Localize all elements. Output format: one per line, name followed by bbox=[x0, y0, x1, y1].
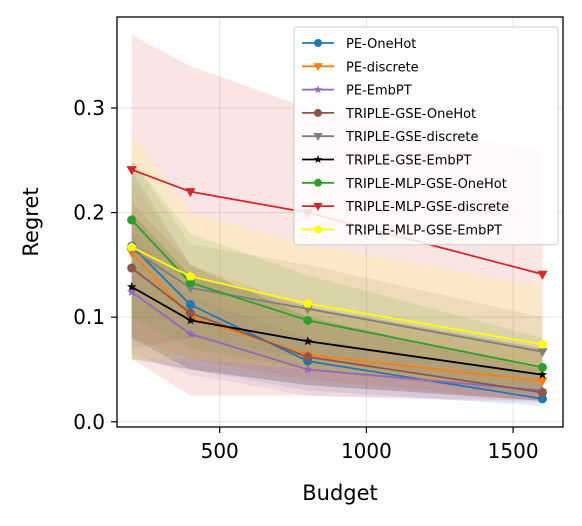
data-point bbox=[127, 215, 137, 225]
legend-item: TRIPLE-MLP-GSE-EmbPT bbox=[302, 223, 502, 238]
data-point bbox=[126, 281, 137, 291]
data-point bbox=[127, 263, 137, 273]
legend-marker bbox=[313, 202, 323, 211]
data-point bbox=[303, 364, 313, 374]
x-tick-label: 1500 bbox=[488, 439, 539, 463]
x-axis-label: Budget bbox=[302, 481, 378, 505]
y-tick-label: 0.1 bbox=[73, 305, 105, 329]
legend-marker bbox=[313, 63, 323, 72]
series-line bbox=[131, 286, 543, 376]
series-group bbox=[126, 242, 548, 349]
series-line bbox=[131, 246, 543, 346]
series-group bbox=[127, 263, 547, 397]
legend-label: PE-discrete bbox=[346, 60, 419, 75]
data-point bbox=[537, 339, 548, 349]
legend-box bbox=[293, 26, 559, 246]
data-point bbox=[185, 278, 195, 288]
y-tick-label: 0.0 bbox=[73, 410, 105, 434]
confidence-band bbox=[131, 160, 543, 396]
legend-item: PE-OneHot bbox=[302, 37, 416, 52]
data-point bbox=[537, 270, 548, 280]
data-point bbox=[303, 315, 313, 325]
x-tick-label: 1000 bbox=[341, 439, 392, 463]
data-point bbox=[185, 328, 196, 338]
axis-ticks: 500 1000 1500 0.0 0.1 0.2 0.3 bbox=[73, 96, 538, 463]
data-point bbox=[185, 315, 196, 325]
series-line bbox=[131, 219, 543, 369]
data-point bbox=[537, 348, 548, 358]
data-point bbox=[537, 362, 547, 372]
legend-label: TRIPLE-GSE-OneHot bbox=[345, 107, 476, 122]
legend-item: PE-EmbPT bbox=[302, 84, 412, 99]
data-point bbox=[185, 271, 196, 281]
data-point bbox=[537, 377, 548, 387]
legend-item: TRIPLE-MLP-GSE-OneHot bbox=[302, 177, 507, 192]
data-point bbox=[185, 284, 196, 294]
x-tick-label: 500 bbox=[201, 439, 239, 463]
legend-item: TRIPLE-GSE-OneHot bbox=[302, 107, 476, 122]
data-point bbox=[126, 166, 137, 176]
legend-marker bbox=[313, 155, 323, 164]
legend-label: TRIPLE-MLP-GSE-OneHot bbox=[345, 177, 507, 192]
series-group bbox=[126, 281, 548, 379]
legend-label: PE-EmbPT bbox=[346, 84, 412, 99]
legend-item: TRIPLE-MLP-GSE-discrete bbox=[302, 200, 509, 215]
data-point bbox=[537, 387, 547, 397]
legend-label: TRIPLE-MLP-GSE-EmbPT bbox=[345, 223, 502, 238]
confidence-band bbox=[131, 212, 543, 401]
legend-item: TRIPLE-GSE-discrete bbox=[302, 130, 478, 145]
data-point bbox=[185, 188, 196, 198]
legend-label: TRIPLE-GSE-EmbPT bbox=[345, 154, 471, 169]
data-point bbox=[537, 369, 548, 379]
series-line bbox=[131, 251, 543, 382]
data-point bbox=[126, 242, 137, 252]
y-tick-label: 0.3 bbox=[73, 96, 105, 120]
legend-item: PE-discrete bbox=[302, 60, 419, 75]
legend-label: TRIPLE-GSE-discrete bbox=[345, 130, 478, 145]
series-group bbox=[127, 215, 547, 372]
series-line bbox=[131, 267, 543, 394]
series-line bbox=[131, 291, 543, 392]
data-point bbox=[303, 298, 313, 308]
legend-marker bbox=[313, 133, 323, 141]
legend-marker bbox=[314, 108, 322, 117]
legend-label: TRIPLE-MLP-GSE-discrete bbox=[345, 200, 509, 215]
y-tick-label: 0.2 bbox=[73, 201, 105, 225]
y-axis-label: Regret bbox=[19, 187, 43, 256]
data-point bbox=[185, 308, 195, 318]
legend-marker bbox=[314, 178, 322, 187]
data-point bbox=[126, 287, 137, 297]
legend: PE-OneHot PE-discrete PE-EmbPT TRIPLE-GSE-O… bbox=[293, 26, 559, 246]
legend-marker bbox=[313, 225, 323, 233]
plot-frame bbox=[116, 16, 564, 428]
data-point bbox=[303, 336, 313, 346]
legend-marker bbox=[313, 85, 323, 94]
legend-item: TRIPLE-GSE-EmbPT bbox=[302, 154, 471, 169]
confidence-band bbox=[131, 202, 543, 401]
series-line bbox=[131, 248, 543, 353]
legend-marker bbox=[314, 39, 322, 47]
data-point bbox=[303, 352, 313, 362]
data-point bbox=[537, 394, 547, 404]
series-lines bbox=[126, 166, 548, 404]
legend-label: PE-OneHot bbox=[346, 37, 416, 52]
data-point bbox=[185, 300, 195, 310]
